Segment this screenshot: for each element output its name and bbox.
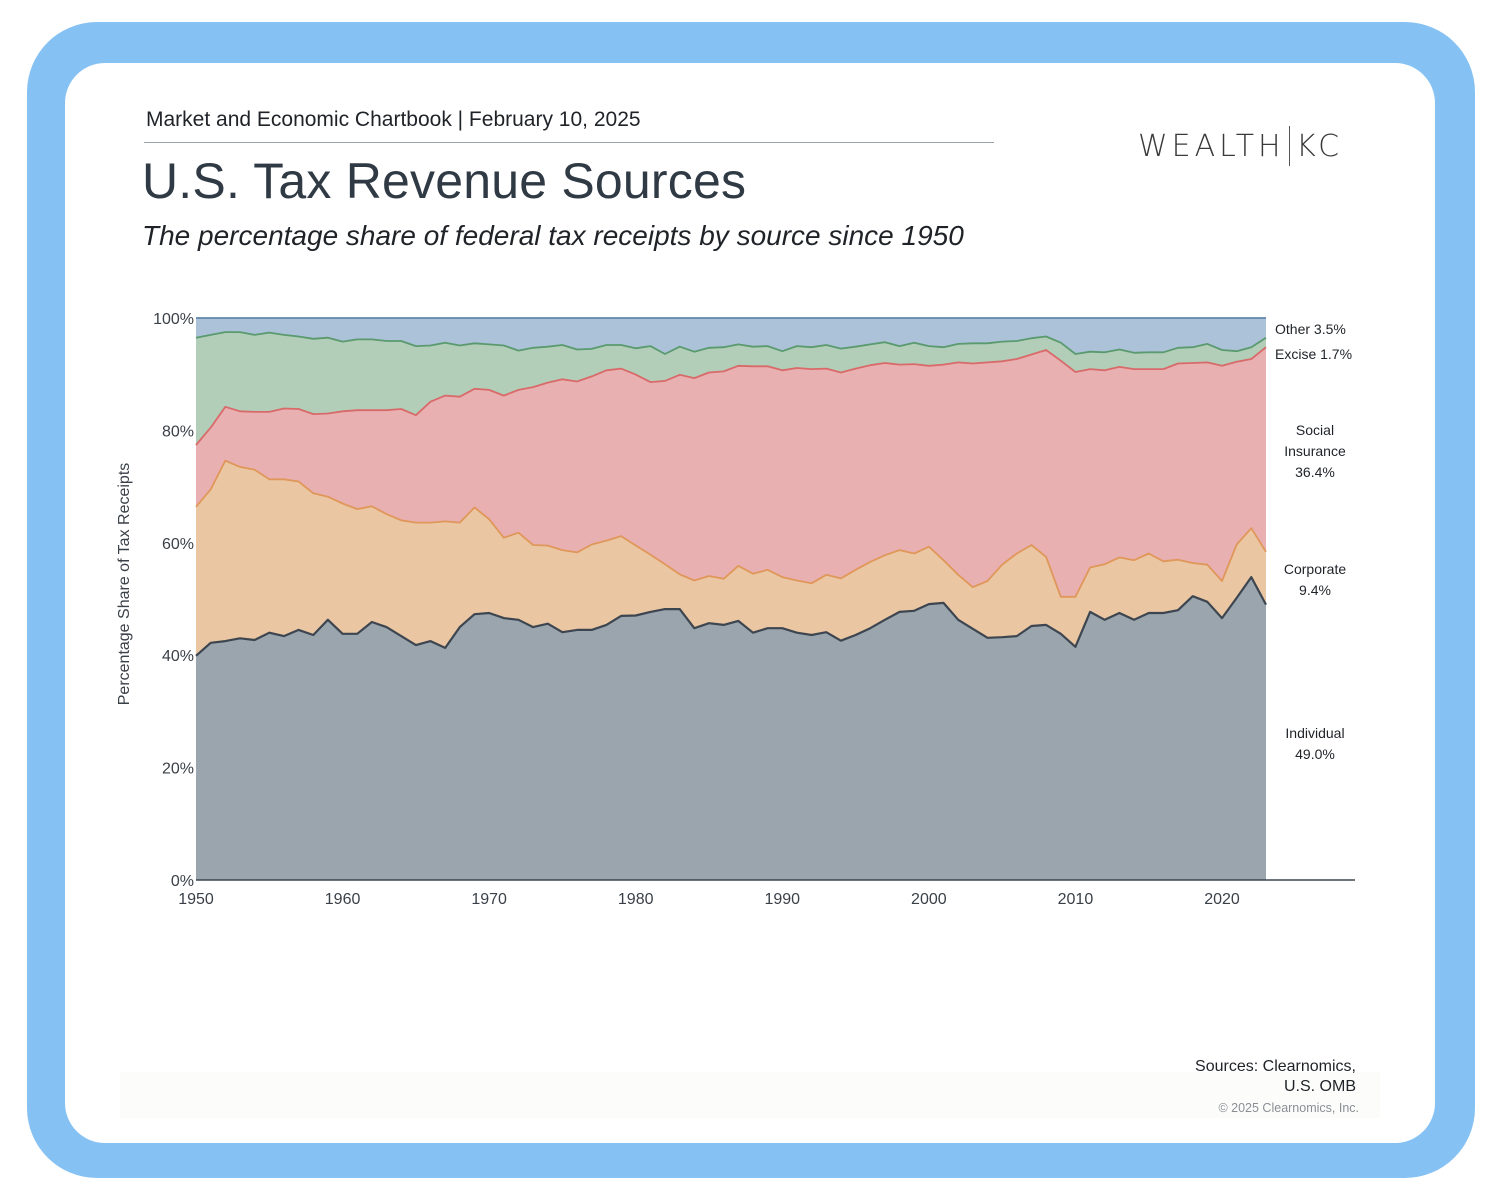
x-tick-label: 1990 [764,891,800,908]
page-title: U.S. Tax Revenue Sources [142,153,747,209]
area-social-insurance [196,347,1266,597]
y-axis-label: Percentage Share of Tax Receipts [116,463,133,706]
header-divider [144,142,994,143]
y-tick-label: 80% [162,423,194,440]
x-tick-label: 1960 [325,891,361,908]
line-social-insurance [195,346,1267,446]
x-tick-label: 2020 [1204,891,1240,908]
x-tick-label: 1970 [471,891,507,908]
y-tick-label: 40% [162,648,194,665]
y-tick-label: 100% [153,311,194,328]
y-tick-label: 20% [162,761,194,778]
end-label-corporate: Corporate 9.4% [1284,561,1346,598]
line-individual [195,576,1267,657]
copyright: © 2025 Clearnomics, Inc. [1218,1101,1359,1115]
line-excise [195,331,1267,355]
area-corporate [196,460,1266,656]
page-subtitle: The percentage share of federal tax rece… [142,220,964,251]
end-label-individual: Individual 49.0% [1285,725,1344,762]
x-tick-label: 1980 [618,891,654,908]
sources-note: Sources: Clearnomics, U.S. OMB [1195,1057,1356,1097]
line-corporate [195,459,1267,598]
area-other [196,318,1266,354]
area-layers [196,318,1266,880]
axes: 1950 1960 1970 1980 1990 2000 2010 2020 0% 20% 40%… [153,311,1355,908]
logo-wealth: WEALTH [1138,128,1285,164]
chartbook-kicker: Market and Economic Chartbook | February… [146,108,641,131]
end-label-other: Other 3.5% [1275,321,1346,337]
y-tick-label: 60% [162,536,194,553]
x-tick-label: 2000 [911,891,947,908]
boundary-lines [195,317,1267,657]
sources-line-1: Sources: Clearnomics, [1195,1058,1356,1075]
logo-kc: KC [1296,128,1344,164]
logo-divider [1288,126,1291,166]
end-label-excise: Excise 1.7% [1275,346,1352,362]
area-individual [196,577,1266,880]
area-excise [196,332,1266,445]
end-labels: Other 3.5% Excise 1.7% Social Insurance 36.4… [1275,321,1352,762]
sources-line-2: U.S. OMB [1283,1078,1356,1095]
wealthkc-logo: WEALTH KC [1138,124,1343,168]
x-tick-label: 1950 [178,891,214,908]
end-label-social-insurance: Social Insurance 36.4% [1284,422,1346,480]
footer-band [120,1072,1380,1118]
x-tick-label: 2010 [1058,891,1094,908]
y-tick-label: 0% [171,873,194,890]
